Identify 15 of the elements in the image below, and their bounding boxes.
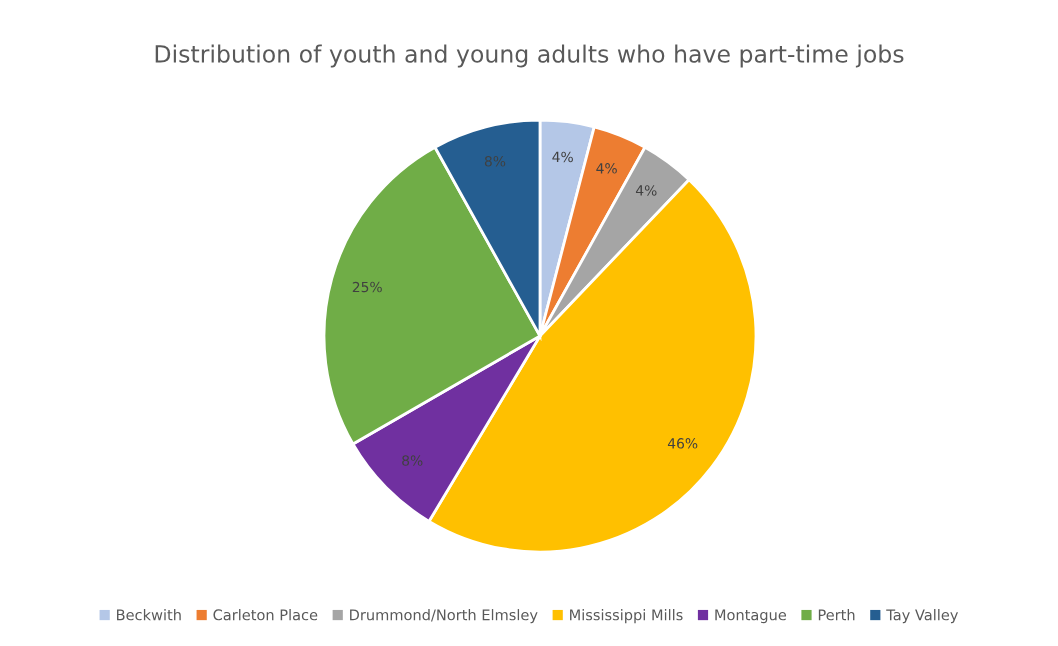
legend-label: Montague <box>715 609 787 624</box>
data-label: 4% <box>552 151 573 163</box>
data-label: 4% <box>596 163 617 174</box>
data-label: 8% <box>402 455 423 466</box>
legend-label: Drummond/North Elmsley <box>350 609 538 624</box>
data-label: 8% <box>484 155 506 167</box>
legend-label: Tay Valley <box>886 609 959 624</box>
legend-label: Perth <box>818 609 855 621</box>
legend-label: Beckwith <box>117 609 181 621</box>
legend-label: Mississippi Mills <box>570 609 683 624</box>
legend-label: Carleton Place <box>213 609 318 621</box>
data-label: 46% <box>667 438 698 449</box>
data-label: 4% <box>635 185 657 196</box>
data-label: 25% <box>352 281 382 293</box>
chart-title: Distribution of youth and young adults who have part-time jobs <box>155 44 904 68</box>
